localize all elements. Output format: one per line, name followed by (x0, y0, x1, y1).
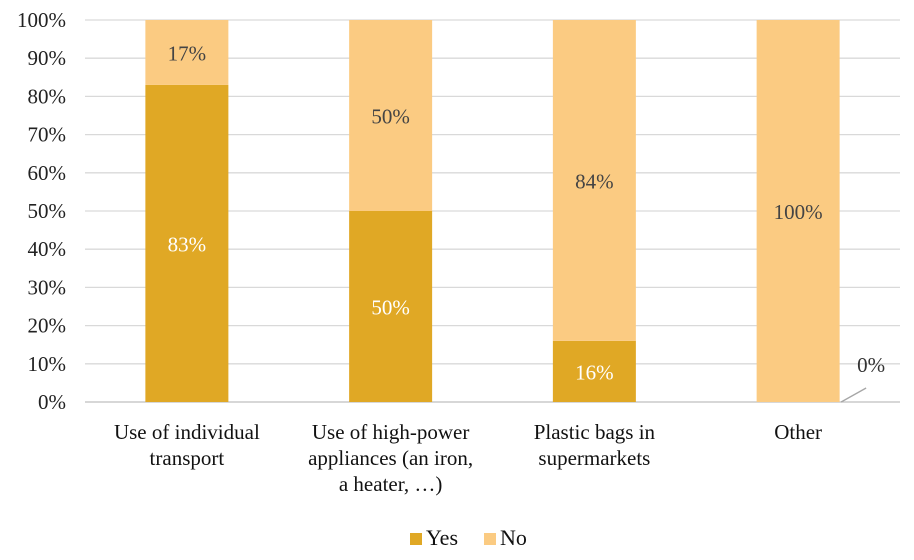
bar-yes-0 (145, 84, 229, 402)
bar-no-2 (552, 20, 636, 341)
y-tick-label: 100% (17, 8, 66, 32)
x-axis-category-labels: Use of individual transport Use of high-po… (114, 420, 822, 496)
data-label-no: 17% (168, 41, 207, 65)
y-tick-label: 0% (38, 390, 66, 414)
bar-yes-2 (552, 340, 636, 402)
x-category-label: Use of individual transport (114, 420, 260, 470)
data-labels: 83% 17% 50% 50% 16% 84% 0% 100% (168, 41, 885, 403)
x-category-label: Use of high-power appliances (an iron, a h… (308, 420, 473, 496)
x-category-label: Plastic bags in supermarkets (534, 420, 656, 470)
x-category-label: Other (774, 420, 822, 444)
y-tick-label: 60% (28, 161, 67, 185)
y-tick-label: 90% (28, 46, 67, 70)
data-label-yes: 50% (371, 296, 410, 320)
bar-no-1 (349, 20, 433, 211)
legend: Yes No (410, 525, 527, 550)
data-label-no: 50% (371, 105, 410, 129)
legend-label-no: No (500, 525, 527, 550)
data-label-no: 100% (774, 200, 823, 224)
y-tick-label: 10% (28, 352, 67, 376)
data-label-yes: 0% (857, 353, 885, 377)
y-axis-tick-labels: 0% 10% 20% 30% 40% 50% 60% 70% 80% 90% 100% (17, 8, 66, 414)
bar-no-0 (145, 20, 229, 85)
y-tick-label: 30% (28, 275, 67, 299)
bar-no-3 (756, 20, 840, 402)
y-tick-label: 40% (28, 237, 67, 261)
bar-yes-1 (349, 211, 433, 402)
data-label-no: 84% (575, 169, 614, 193)
data-label-yes: 16% (575, 360, 614, 384)
bars (145, 20, 840, 402)
y-tick-label: 50% (28, 199, 67, 223)
y-tick-label: 20% (28, 314, 67, 338)
data-label-yes: 83% (168, 232, 207, 256)
y-tick-label: 80% (28, 84, 67, 108)
legend-swatch-yes (410, 533, 422, 545)
legend-swatch-no (484, 533, 496, 545)
y-tick-label: 70% (28, 123, 67, 147)
data-label-leader-line (840, 387, 867, 403)
legend-label-yes: Yes (426, 525, 458, 550)
